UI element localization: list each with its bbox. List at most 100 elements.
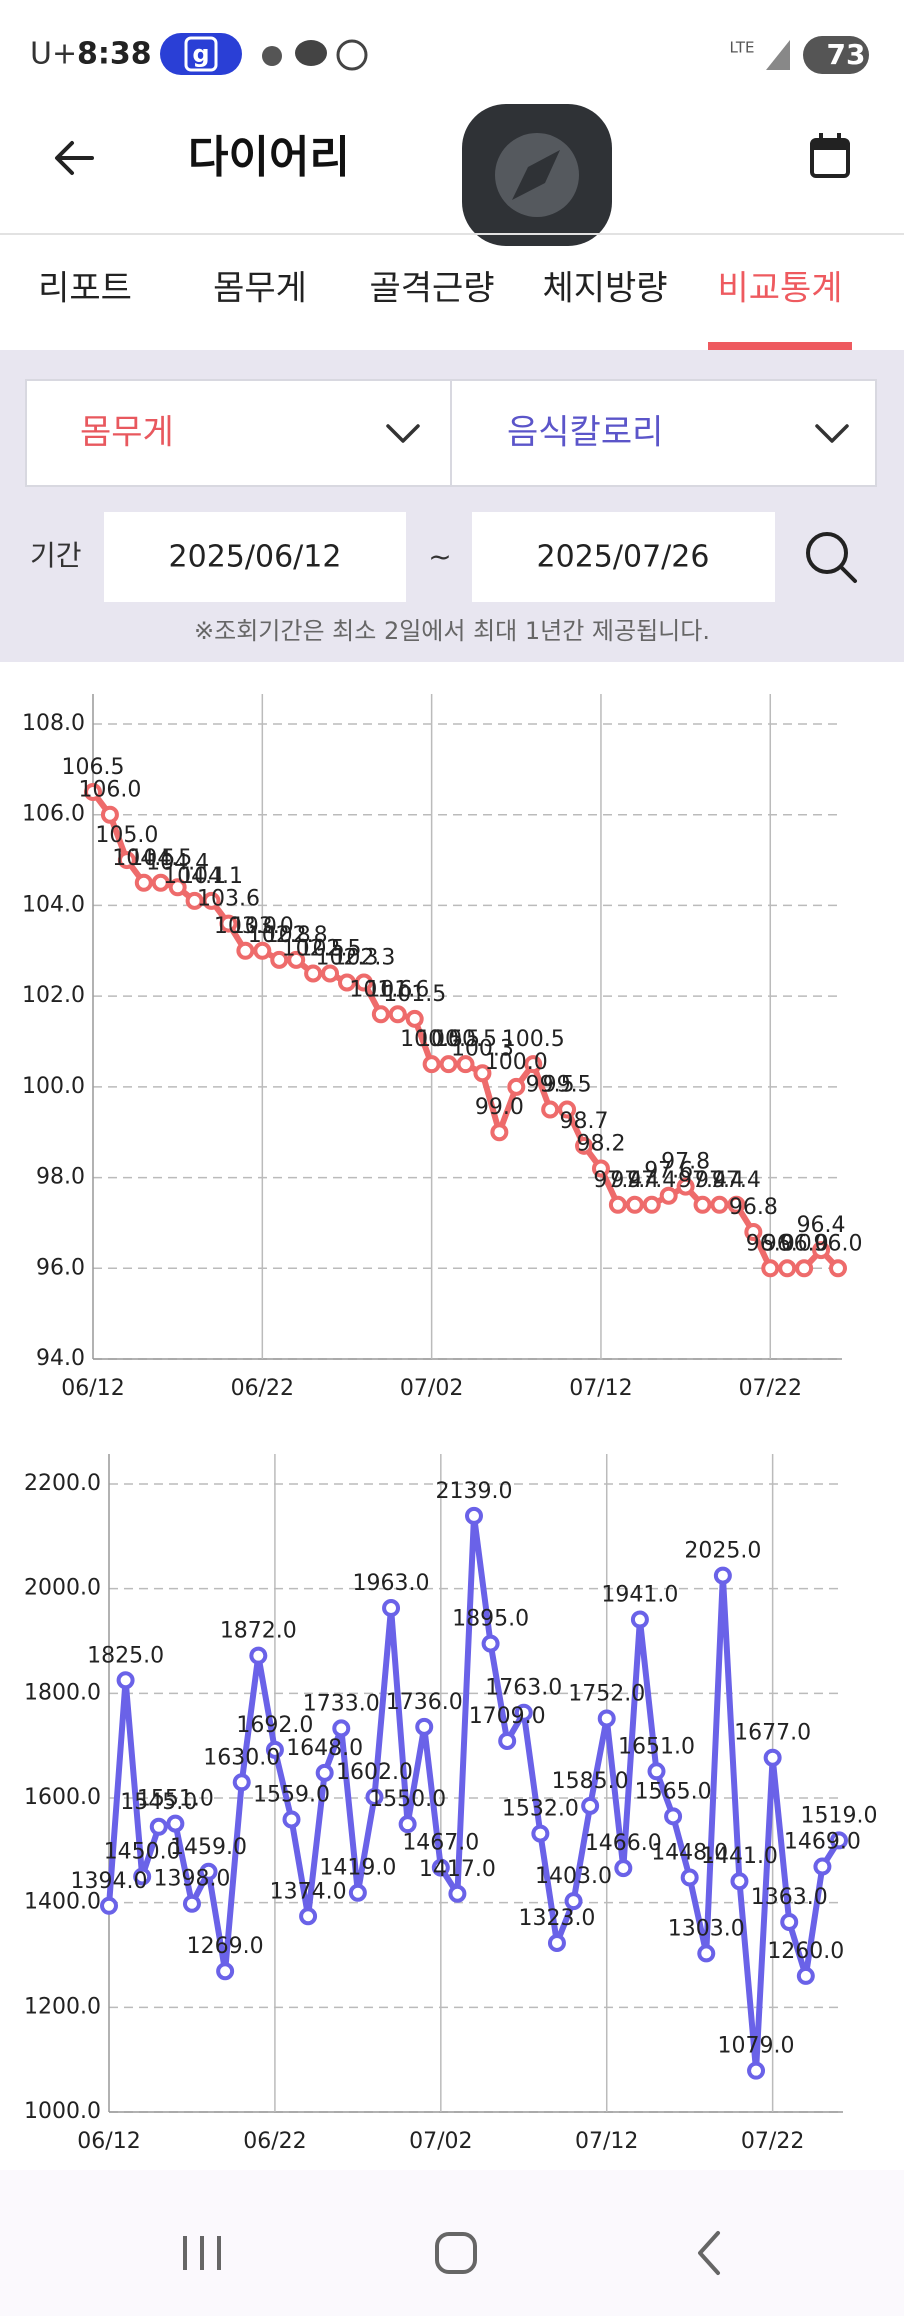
data-point xyxy=(727,1195,746,1214)
data-label: 106.0 xyxy=(78,778,141,803)
end-date-box[interactable] xyxy=(472,512,775,602)
data-point xyxy=(813,1857,832,1876)
data-point xyxy=(693,1195,712,1214)
data-point xyxy=(498,1731,517,1750)
selector-label[interactable]: 몸무게 xyxy=(80,413,174,453)
data-label: 1630.0 xyxy=(203,1745,280,1770)
y-tick-label: 102.0 xyxy=(22,983,85,1008)
data-label: 96.0 xyxy=(746,1231,795,1256)
app-badge-frame xyxy=(184,36,218,72)
data-point xyxy=(151,873,170,892)
y-tick-label: 100.0 xyxy=(22,1074,85,1099)
back-nav-button[interactable] xyxy=(698,2231,720,2275)
data-label: 102.5 xyxy=(282,936,345,961)
y-tick-label: 1600.0 xyxy=(24,1785,101,1810)
data-point xyxy=(780,1913,799,1932)
data-label: 1651.0 xyxy=(618,1734,695,1759)
data-label: 96.0 xyxy=(763,1231,812,1256)
data-label: 1459.0 xyxy=(170,1835,247,1860)
data-label: 102.3 xyxy=(315,946,378,971)
data-point xyxy=(315,1763,334,1782)
data-label: 97.4 xyxy=(678,1168,727,1193)
data-point xyxy=(415,1717,434,1736)
back-button[interactable] xyxy=(55,141,94,175)
data-point xyxy=(168,878,187,897)
data-label: 1079.0 xyxy=(718,2034,795,2059)
data-label: 1733.0 xyxy=(303,1691,380,1716)
data-label: 104.5 xyxy=(129,846,192,871)
data-point xyxy=(116,1671,135,1690)
data-label: 1323.0 xyxy=(518,1906,595,1931)
data-label: 103.0 xyxy=(231,914,294,939)
data-label: 1895.0 xyxy=(452,1607,529,1632)
data-point xyxy=(456,1055,475,1074)
data-label: 97.4 xyxy=(627,1168,676,1193)
data-label: 1269.0 xyxy=(187,1934,264,1959)
data-point xyxy=(697,1944,716,1963)
nav-bar xyxy=(0,2170,904,2316)
data-point xyxy=(100,805,119,824)
dropdown-chevron xyxy=(386,424,420,443)
tab[interactable]: 비교통계 xyxy=(717,269,842,309)
data-label: 1551.0 xyxy=(137,1787,214,1812)
recent-apps-button[interactable] xyxy=(183,2236,221,2270)
data-label: 1469.0 xyxy=(784,1830,861,1855)
data-point xyxy=(299,1907,318,1926)
data-label: 1532.0 xyxy=(502,1797,579,1822)
start-date: 2025/06/12 xyxy=(169,540,342,575)
data-label: 1825.0 xyxy=(87,1643,164,1668)
tab[interactable]: 체지방량 xyxy=(542,269,667,309)
data-label: 1448.0 xyxy=(651,1841,728,1866)
data-label: 97.8 xyxy=(661,1150,710,1175)
data-label: 100.5 xyxy=(400,1027,463,1052)
data-point xyxy=(232,1773,251,1792)
compass-needle xyxy=(512,150,560,200)
data-point xyxy=(625,1195,644,1214)
y-tick-label: 98.0 xyxy=(36,1165,85,1190)
data-point xyxy=(185,891,204,910)
data-label: 1363.0 xyxy=(751,1885,828,1910)
data-point xyxy=(287,950,306,969)
data-label: 2139.0 xyxy=(436,1479,513,1504)
data-label: 1394.0 xyxy=(71,1869,148,1894)
data-point xyxy=(647,1762,666,1781)
search-button[interactable] xyxy=(806,532,857,583)
carrier: U+ xyxy=(30,37,77,72)
data-label: 1441.0 xyxy=(701,1844,778,1869)
y-tick-label: 1000.0 xyxy=(24,2099,101,2124)
data-label: 1677.0 xyxy=(734,1721,811,1746)
charts: 94.0 96.0 98.0 100.0 102.0 104.0 106.0 108.0 06/… xyxy=(22,694,877,2154)
status-bar: U+ 8:38 g LTE 73 xyxy=(30,33,869,75)
data-point xyxy=(304,964,323,983)
data-point xyxy=(713,1566,732,1585)
data-line xyxy=(106,1512,842,2074)
selector-label[interactable]: 음식칼로리 xyxy=(507,413,663,453)
clock: 8:38 xyxy=(77,37,152,72)
x-tick-label: 07/02 xyxy=(400,1376,463,1401)
dropdown-chevron xyxy=(815,424,849,443)
y-tick-label: 2200.0 xyxy=(24,1471,101,1496)
x-tick-label: 07/12 xyxy=(575,2129,638,2154)
page-title: 다이어리 xyxy=(188,132,350,183)
start-date-box[interactable] xyxy=(104,512,406,602)
data-point xyxy=(761,1259,780,1278)
tab[interactable]: 몸무게 xyxy=(213,269,307,309)
data-point xyxy=(730,1872,749,1891)
home-button[interactable] xyxy=(435,2232,477,2274)
tab[interactable]: 리포트 xyxy=(38,269,132,309)
chart: 1000.0 1200.0 1400.0 1600.0 1800.0 2000.0 2200… xyxy=(24,1454,877,2154)
data-label: 1403.0 xyxy=(535,1864,612,1889)
notify-icon xyxy=(336,39,368,71)
data-label: 97.4 xyxy=(695,1168,744,1193)
data-point xyxy=(219,914,238,933)
data-label: 99.5 xyxy=(526,1073,575,1098)
data-label: 1450.0 xyxy=(104,1840,181,1865)
period-separator: ~ xyxy=(428,540,451,573)
tab[interactable]: 골격근량 xyxy=(369,269,494,309)
data-point xyxy=(524,1055,543,1074)
data-point xyxy=(439,1055,458,1074)
data-label: 100.0 xyxy=(485,1050,548,1075)
data-label: 97.6 xyxy=(644,1159,693,1184)
y-tick-label: 96.0 xyxy=(36,1255,85,1280)
